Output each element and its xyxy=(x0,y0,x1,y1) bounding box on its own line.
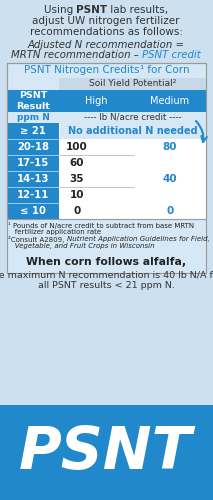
Bar xyxy=(59,187,134,203)
Bar xyxy=(0,405,213,500)
Bar xyxy=(59,123,206,139)
Bar xyxy=(7,63,206,273)
Bar xyxy=(7,63,206,219)
Text: for Corn: for Corn xyxy=(144,65,189,75)
Text: MRTN recommendation –: MRTN recommendation – xyxy=(11,50,142,60)
Text: Nutrient Application Guidelines for Field,: Nutrient Application Guidelines for Fiel… xyxy=(67,236,210,242)
Text: PSNT: PSNT xyxy=(76,5,107,15)
Text: When corn follows alfalfa,: When corn follows alfalfa, xyxy=(26,257,186,267)
Text: ---- lb N/acre credit ----: ---- lb N/acre credit ---- xyxy=(84,113,181,122)
Text: ≥ 21: ≥ 21 xyxy=(20,126,46,136)
Text: the maximum N recommendation is 40 lb N/A for: the maximum N recommendation is 40 lb N/… xyxy=(0,270,213,279)
Text: recommendations as follows:: recommendations as follows: xyxy=(29,27,183,37)
Text: 35: 35 xyxy=(70,174,84,184)
Bar xyxy=(134,203,206,219)
Bar xyxy=(134,187,206,203)
Text: PSNT
Result: PSNT Result xyxy=(16,91,50,111)
Text: 17-15: 17-15 xyxy=(17,158,49,168)
Text: fertilizer application rate: fertilizer application rate xyxy=(8,229,101,235)
Text: lab results,: lab results, xyxy=(107,5,168,15)
Text: PSNT: PSNT xyxy=(19,424,193,482)
Text: PSNT credit: PSNT credit xyxy=(142,50,201,60)
Text: 14-13: 14-13 xyxy=(17,174,49,184)
Text: 100: 100 xyxy=(66,142,88,152)
Bar xyxy=(59,139,134,155)
Text: 0: 0 xyxy=(73,206,81,216)
Text: ≤ 10: ≤ 10 xyxy=(20,206,46,216)
Text: 80: 80 xyxy=(163,142,177,152)
Bar xyxy=(59,155,134,171)
Bar xyxy=(134,139,206,155)
Bar xyxy=(59,171,134,187)
Text: Adjusted N recommendation =: Adjusted N recommendation = xyxy=(27,40,184,50)
Bar xyxy=(7,187,59,203)
Text: 20-18: 20-18 xyxy=(17,142,49,152)
Text: 40: 40 xyxy=(163,174,177,184)
Text: Vegetable, and Fruit Crops in Wisconsin: Vegetable, and Fruit Crops in Wisconsin xyxy=(8,243,155,249)
Bar xyxy=(7,139,59,155)
Text: ²Consult A2809,: ²Consult A2809, xyxy=(8,236,67,243)
Bar xyxy=(7,171,59,187)
Bar xyxy=(134,171,206,187)
Text: ¹ Pounds of N/acre credit to subtract from base MRTN: ¹ Pounds of N/acre credit to subtract fr… xyxy=(8,222,194,229)
Bar xyxy=(7,123,59,139)
Bar xyxy=(7,90,206,112)
Bar xyxy=(134,155,206,171)
Text: ppm N: ppm N xyxy=(17,113,49,122)
Bar xyxy=(59,203,134,219)
Text: High: High xyxy=(85,96,108,106)
Bar xyxy=(7,203,59,219)
Text: 10: 10 xyxy=(70,190,84,200)
Text: 12-11: 12-11 xyxy=(17,190,49,200)
Text: Medium: Medium xyxy=(150,96,190,106)
Text: 60: 60 xyxy=(70,158,84,168)
Text: No additional N needed: No additional N needed xyxy=(68,126,197,136)
Bar xyxy=(7,155,59,171)
Text: ¹: ¹ xyxy=(139,65,144,75)
Text: Soil Yield Potential²: Soil Yield Potential² xyxy=(89,80,176,88)
Text: Using: Using xyxy=(44,5,76,15)
Text: adjust UW nitrogen fertilizer: adjust UW nitrogen fertilizer xyxy=(32,16,180,26)
Text: 0: 0 xyxy=(166,206,174,216)
Text: all PSNT results < 21 ppm N.: all PSNT results < 21 ppm N. xyxy=(37,281,174,290)
Bar xyxy=(59,78,206,90)
Bar xyxy=(7,112,206,123)
Text: PSNT Nitrogen Credits: PSNT Nitrogen Credits xyxy=(24,65,139,75)
